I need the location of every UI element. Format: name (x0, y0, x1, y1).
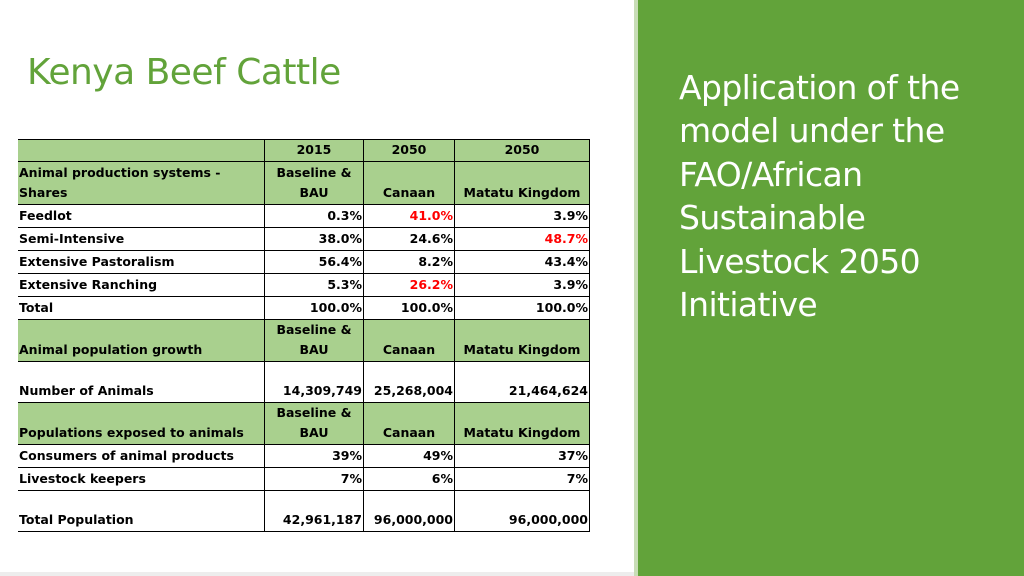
row-value-matatu: 21,464,624 (454, 361, 590, 403)
section-header-row: Populations exposed to animals Baseline … (18, 402, 590, 445)
row-value-canaan: 25,268,004 (363, 361, 455, 403)
data-table: 2015 2050 2050 Animal production systems… (18, 139, 590, 532)
side-panel: Application of the model under the FAO/A… (638, 0, 1024, 576)
year-cell-2050-matatu: 2050 (454, 139, 590, 162)
section-header-matatu: Matatu Kingdom (454, 161, 590, 205)
section-header-label: Populations exposed to animals (18, 402, 265, 445)
row-value-canaan: 96,000,000 (363, 490, 455, 532)
row-label: Total Population (18, 490, 265, 532)
row-value-baseline: 14,309,749 (264, 361, 364, 403)
row-value-baseline: 42,961,187 (264, 490, 364, 532)
row-value-baseline: 7% (264, 467, 364, 491)
row-value-matatu: 100.0% (454, 296, 590, 320)
section-header-baseline: Baseline & BAU (264, 161, 364, 205)
section-header-canaan: Canaan (363, 402, 455, 445)
section-header-matatu: Matatu Kingdom (454, 402, 590, 445)
section-header-baseline: Baseline & BAU (264, 319, 364, 362)
bottom-divider (0, 572, 634, 576)
row-value-matatu: 3.9% (454, 273, 590, 297)
section-header-canaan: Canaan (363, 319, 455, 362)
section-header-baseline: Baseline & BAU (264, 402, 364, 445)
year-cell-2015: 2015 (264, 139, 364, 162)
table-row: Feedlot 0.3% 41.0% 3.9% (18, 204, 590, 228)
section-header-label: Animal population growth (18, 319, 265, 362)
row-label: Semi-Intensive (18, 227, 265, 251)
row-value-baseline: 100.0% (264, 296, 364, 320)
section-header-row: Animal population growth Baseline & BAU … (18, 319, 590, 362)
row-label: Number of Animals (18, 361, 265, 403)
row-value-baseline: 5.3% (264, 273, 364, 297)
slide-title: Kenya Beef Cattle (27, 52, 341, 93)
section-header-matatu: Matatu Kingdom (454, 319, 590, 362)
row-label: Total (18, 296, 265, 320)
row-label: Extensive Ranching (18, 273, 265, 297)
section-header-label: Animal production systems - Shares (18, 161, 265, 205)
table-row: Consumers of animal products 39% 49% 37% (18, 444, 590, 468)
row-value-baseline: 38.0% (264, 227, 364, 251)
table-row: Semi-Intensive 38.0% 24.6% 48.7% (18, 227, 590, 251)
row-value-matatu: 37% (454, 444, 590, 468)
row-value-matatu: 48.7% (454, 227, 590, 251)
row-value-canaan: 26.2% (363, 273, 455, 297)
section-header-row: Animal production systems - Shares Basel… (18, 161, 590, 205)
row-value-canaan: 24.6% (363, 227, 455, 251)
row-label: Consumers of animal products (18, 444, 265, 468)
year-cell-2050-canaan: 2050 (363, 139, 455, 162)
row-value-matatu: 7% (454, 467, 590, 491)
table-row: Total Population 42,961,187 96,000,000 9… (18, 490, 590, 532)
row-label: Livestock keepers (18, 467, 265, 491)
row-label: Feedlot (18, 204, 265, 228)
row-value-canaan: 49% (363, 444, 455, 468)
row-value-matatu: 43.4% (454, 250, 590, 274)
table-row: Extensive Ranching 5.3% 26.2% 3.9% (18, 273, 590, 297)
side-panel-text: Application of the model under the FAO/A… (679, 68, 960, 325)
row-value-canaan: 6% (363, 467, 455, 491)
row-value-baseline: 39% (264, 444, 364, 468)
row-value-canaan: 100.0% (363, 296, 455, 320)
row-value-canaan: 8.2% (363, 250, 455, 274)
table-row: Total 100.0% 100.0% 100.0% (18, 296, 590, 320)
row-value-baseline: 0.3% (264, 204, 364, 228)
year-cell-label (18, 139, 265, 162)
row-label: Extensive Pastoralism (18, 250, 265, 274)
table-row: Number of Animals 14,309,749 25,268,004 … (18, 361, 590, 403)
side-divider (634, 0, 638, 576)
table-row: Livestock keepers 7% 6% 7% (18, 467, 590, 491)
row-value-canaan: 41.0% (363, 204, 455, 228)
table-row: Extensive Pastoralism 56.4% 8.2% 43.4% (18, 250, 590, 274)
row-value-baseline: 56.4% (264, 250, 364, 274)
row-value-matatu: 3.9% (454, 204, 590, 228)
year-row: 2015 2050 2050 (18, 139, 590, 162)
row-value-matatu: 96,000,000 (454, 490, 590, 532)
section-header-canaan: Canaan (363, 161, 455, 205)
